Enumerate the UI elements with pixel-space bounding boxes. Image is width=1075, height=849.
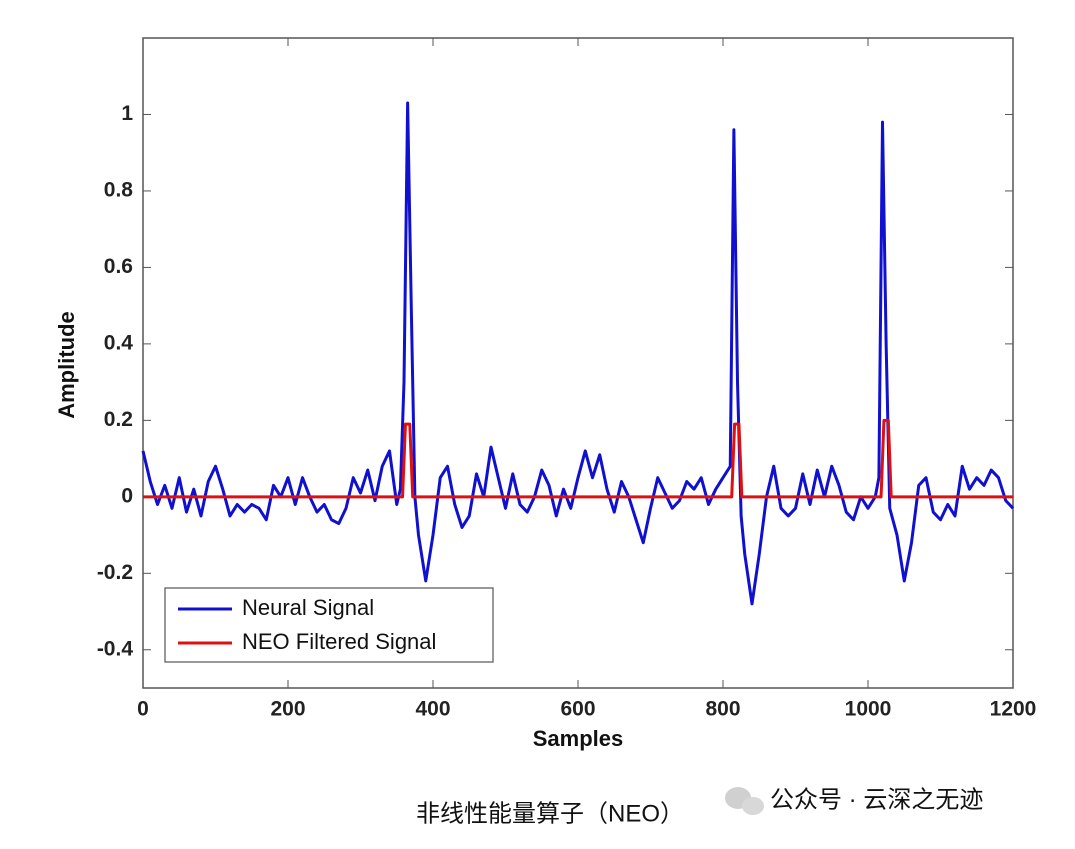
x-tick-label: 200 (270, 698, 305, 721)
watermark-icon (725, 787, 764, 815)
series-line (143, 418, 1013, 499)
legend-label: Neural Signal (242, 595, 374, 620)
y-axis-label: Amplitude (54, 311, 79, 419)
series-line (141, 101, 1015, 606)
y-tick-label: 0 (121, 484, 133, 507)
plot-frame (142, 37, 1014, 689)
y-tick-label: 0.8 (104, 178, 134, 201)
x-tick-label: 0 (137, 698, 149, 721)
caption: 非线性能量算子（NEO） (416, 800, 684, 827)
watermark: 公众号 · 云深之无迹 (770, 786, 983, 813)
y-tick-label: 0.4 (104, 331, 134, 354)
x-tick-label: 1200 (990, 698, 1037, 721)
y-tick-label: -0.4 (97, 637, 134, 660)
x-tick-label: 800 (705, 698, 740, 721)
legend: Neural Signal NEO Filtered Signal (164, 587, 494, 663)
x-tick-label: 1000 (845, 698, 892, 721)
x-tick-label: 600 (560, 698, 595, 721)
x-axis-label: Samples (533, 726, 624, 751)
x-tick-label: 400 (415, 698, 450, 721)
y-tick-label: 0.6 (104, 255, 133, 278)
y-tick-label: 1 (121, 102, 133, 125)
y-tick-label: -0.2 (97, 561, 133, 584)
y-tick-label: 0.2 (104, 408, 133, 431)
legend-label: NEO Filtered Signal (242, 629, 436, 654)
legend-box (164, 587, 494, 663)
